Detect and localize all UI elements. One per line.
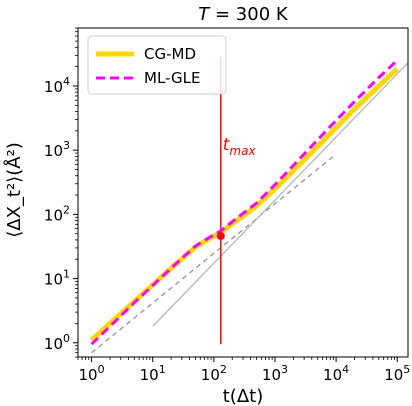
- plot-layer: tmax: [89, 57, 409, 354]
- y-tick-label: 104: [44, 75, 70, 96]
- y-axis-label: ⟨ΔX_t²⟩(Å²): [3, 142, 25, 238]
- y-tick-label: 100: [44, 332, 70, 353]
- chart-title: T = 300 K: [198, 4, 289, 25]
- series-line-ml-gle: [90, 59, 399, 346]
- x-tick-label: 104: [323, 363, 349, 384]
- legend: CG-MD ML-GLE: [87, 35, 227, 95]
- legend-label-cg-md: CG-MD: [144, 45, 196, 63]
- tmax-annotation: tmax: [223, 135, 257, 158]
- legend-label-ml-gle: ML-GLE: [144, 69, 200, 87]
- y-tick-label: 103: [44, 139, 70, 160]
- legend-box: [87, 35, 227, 95]
- y-tick-label: 102: [44, 203, 70, 224]
- x-axis-label: t(Δt): [223, 386, 263, 406]
- x-tick-label: 102: [201, 363, 227, 384]
- reference-line-slope-1: [91, 153, 337, 354]
- x-tick-label: 101: [140, 363, 166, 384]
- x-tick-label: 105: [384, 363, 410, 384]
- x-tick-label: 103: [262, 363, 288, 384]
- axes-layer: 100 101 102 103 104 105 100 101 102 103 104: [44, 27, 410, 384]
- tmax-marker: [216, 232, 225, 241]
- reference-line-slope-1.5: [152, 62, 409, 327]
- y-tick-label: 101: [44, 268, 70, 289]
- x-tick-label: 100: [79, 363, 105, 384]
